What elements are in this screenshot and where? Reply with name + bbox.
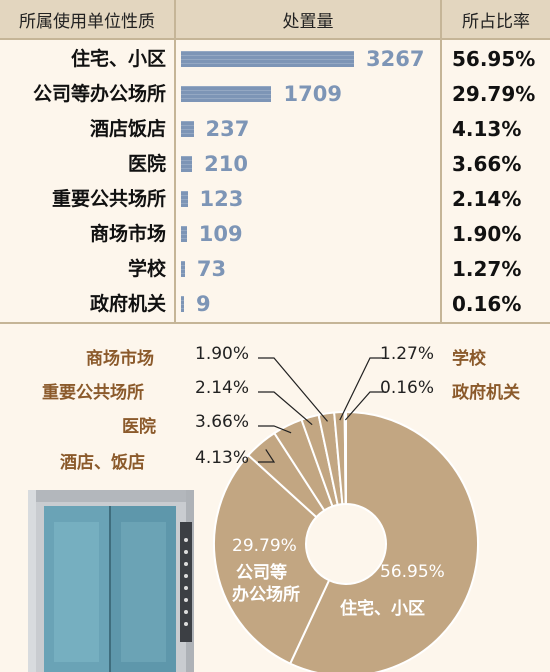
table-row: 重要公共场所 123 2.14% [0, 182, 550, 216]
pie-section: 商场市场 1.90% 重要公共场所 2.14% 医院 3.66% 酒店、饭店 4… [0, 326, 550, 672]
table-row: 公司等办公场所 1709 29.79% [0, 77, 550, 111]
bar-value-label: 73 [196, 257, 227, 281]
category-label: 政府机关 [89, 293, 166, 315]
share-value: 56.95% [452, 47, 536, 71]
share-value: 1.27% [452, 257, 522, 281]
divider [0, 38, 550, 40]
inner-pct-residential: 56.95% [380, 562, 445, 582]
share-value: 0.16% [452, 292, 522, 316]
pct-mall: 1.90% [195, 344, 250, 364]
label-government: 政府机关 [452, 383, 520, 403]
category-label: 商场市场 [89, 223, 166, 245]
category-label: 住宅、小区 [70, 48, 166, 70]
leader-line [339, 357, 386, 421]
pct-hospital: 3.66% [195, 412, 250, 432]
share-value: 29.79% [452, 82, 536, 106]
bar [181, 261, 185, 277]
label-school: 学校 [452, 349, 486, 369]
donut-chart [28, 357, 479, 672]
pct-school: 1.27% [380, 344, 435, 364]
category-label: 酒店饭店 [89, 118, 166, 140]
table-row: 学校 73 1.27% [0, 252, 550, 286]
donut-slice [343, 410, 347, 506]
bar [181, 296, 184, 312]
pct-government: 0.16% [380, 378, 435, 398]
bar [181, 156, 193, 172]
table-row: 商场市场 109 1.90% [0, 217, 550, 251]
pct-hotel: 4.13% [195, 448, 250, 468]
table-row: 酒店饭店 237 4.13% [0, 112, 550, 146]
bar [181, 121, 194, 137]
category-label: 医院 [127, 153, 166, 175]
inner-name-residential: 住宅、小区 [340, 599, 425, 619]
table-row: 医院 210 3.66% [0, 147, 550, 181]
leader-line [258, 357, 328, 422]
share-value: 4.13% [452, 117, 522, 141]
share-value: 3.66% [452, 152, 522, 176]
donut-slice [288, 410, 479, 672]
category-label: 重要公共场所 [51, 188, 166, 210]
bar-value-label: 1709 [283, 82, 342, 106]
label-hotel: 酒店、饭店 [60, 453, 145, 473]
leader-line [258, 391, 313, 426]
divider [440, 0, 442, 324]
leader-line [344, 391, 386, 421]
table-row: 住宅、小区 3267 56.95% [0, 42, 550, 76]
bar [181, 226, 187, 242]
share-value: 2.14% [452, 187, 522, 211]
bar-value-label: 123 [199, 187, 244, 211]
pct-public-place: 2.14% [195, 378, 250, 398]
category-label: 公司等办公场所 [32, 83, 166, 105]
bar-value-label: 9 [196, 292, 211, 316]
bar [181, 191, 188, 207]
leader-line [258, 425, 292, 434]
header-category: 所属使用单位性质 [0, 0, 174, 38]
bar-value-label: 3267 [366, 47, 425, 71]
inner-name-office-1: 公司等 [236, 563, 287, 583]
leader-line [258, 449, 276, 463]
category-label: 学校 [127, 258, 166, 280]
header-count: 处置量 [176, 0, 440, 38]
divider [0, 322, 550, 324]
data-table: 所属使用单位性质 处置量 所占比率 住宅、小区 3267 56.95% 公司等办公场所… [0, 0, 550, 324]
inner-name-office-2: 办公场所 [232, 585, 300, 605]
bar-value-label: 109 [198, 222, 243, 246]
divider [174, 0, 176, 324]
label-public-place: 重要公共场所 [42, 383, 144, 403]
label-mall: 商场市场 [86, 349, 154, 369]
share-value: 1.90% [452, 222, 522, 246]
bar [181, 51, 354, 67]
inner-pct-office: 29.79% [232, 536, 297, 556]
bar [181, 86, 272, 102]
table-row: 政府机关 9 0.16% [0, 287, 550, 321]
donut-slice [213, 453, 331, 665]
bar-value-label: 210 [204, 152, 248, 176]
label-hospital: 医院 [122, 417, 156, 437]
bar-value-label: 237 [205, 117, 250, 141]
header-share: 所占比率 [442, 0, 550, 38]
elevator-icon [28, 490, 194, 672]
